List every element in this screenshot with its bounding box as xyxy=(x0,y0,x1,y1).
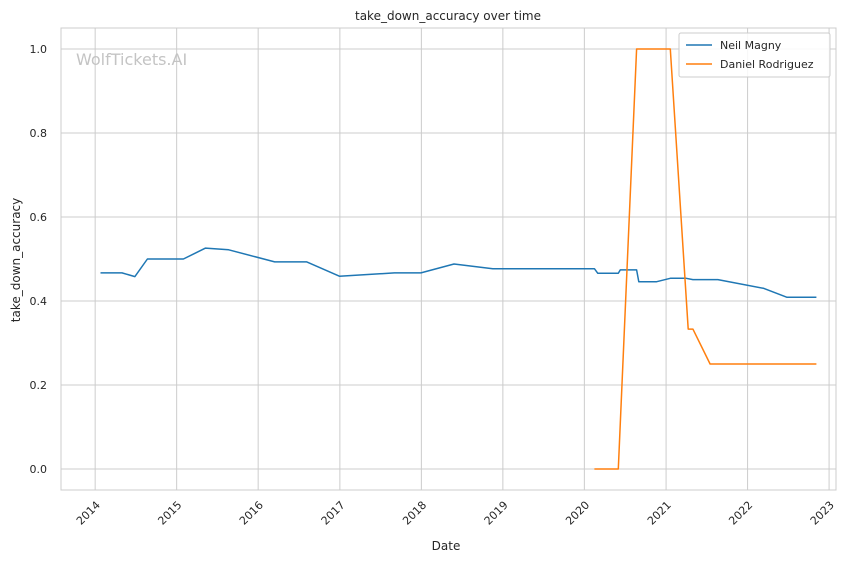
x-tick-label: 2021 xyxy=(645,499,674,528)
x-tick-label: 2023 xyxy=(808,499,837,528)
x-tick-label: 2017 xyxy=(319,499,348,528)
plot-frame xyxy=(60,27,837,491)
x-tick-label: 2018 xyxy=(400,499,429,528)
x-axis-ticks: 2014 2015 2016 2017 2018 2019 2020 2021 2022 2023 xyxy=(74,499,837,528)
y-axis-title: take_down_accuracy xyxy=(9,198,23,322)
x-tick-label: 2014 xyxy=(74,499,103,528)
chart-title: take_down_accuracy over time xyxy=(355,9,541,23)
x-tick-label: 2016 xyxy=(237,499,266,528)
y-tick-label: 0.4 xyxy=(30,295,48,308)
y-axis-ticks: 0.0 0.2 0.4 0.6 0.8 1.0 xyxy=(30,43,48,476)
plot-background xyxy=(61,28,836,490)
x-tick-label: 2019 xyxy=(482,499,511,528)
series-line-neil-magny xyxy=(100,247,817,298)
legend-box xyxy=(678,32,831,78)
y-tick-label: 0.0 xyxy=(30,463,48,476)
x-axis-title: Date xyxy=(432,539,461,553)
grid xyxy=(61,28,836,490)
y-tick-label: 1.0 xyxy=(30,43,48,56)
y-tick-label: 0.2 xyxy=(30,379,48,392)
x-tick-label: 2022 xyxy=(726,499,755,528)
x-tick-label: 2020 xyxy=(563,499,592,528)
legend-label-daniel-rodriguez: Daniel Rodriguez xyxy=(720,58,814,71)
y-tick-label: 0.8 xyxy=(30,127,48,140)
series-layer xyxy=(100,48,817,470)
watermark: WolfTickets.AI xyxy=(76,50,187,69)
x-tick-label: 2015 xyxy=(155,499,184,528)
series-line-daniel-rodriguez xyxy=(594,48,817,470)
y-tick-label: 0.6 xyxy=(30,211,48,224)
legend: Neil Magny Daniel Rodriguez xyxy=(678,32,831,78)
legend-label-neil-magny: Neil Magny xyxy=(720,39,782,52)
